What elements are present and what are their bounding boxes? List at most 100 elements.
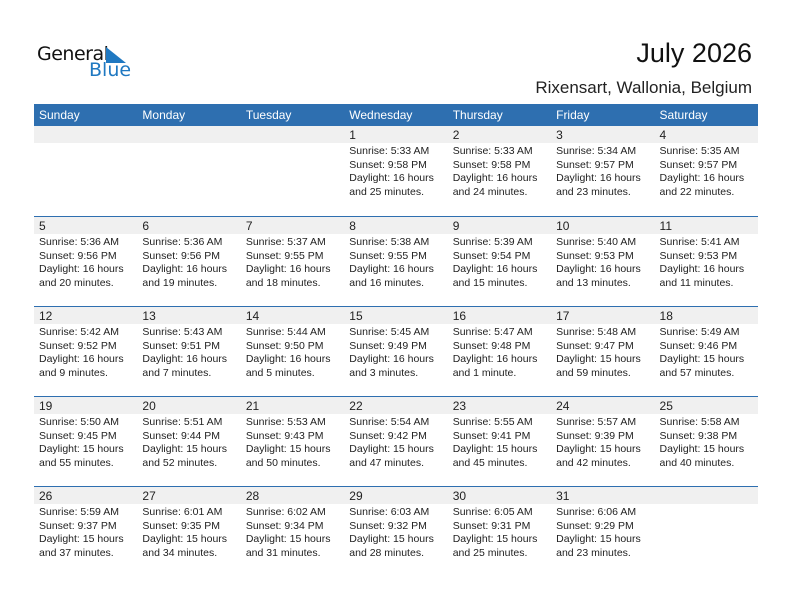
day-info: Sunrise: 5:38 AM Sunset: 9:55 PM Daylight:… (344, 234, 447, 290)
day-cell: 30 Sunrise: 6:05 AM Sunset: 9:31 PM Dayligh… (447, 487, 552, 576)
day-info: Sunrise: 5:45 AM Sunset: 9:49 PM Daylight:… (344, 324, 447, 380)
sunset-text: Sunset: 9:52 PM (39, 339, 117, 352)
daylight-text: Daylight: 16 hours (659, 172, 745, 184)
daylight-minutes-text: and 42 minutes. (556, 456, 631, 469)
day-number: 17 (551, 307, 655, 324)
sunrise-text: Sunrise: 5:33 AM (452, 145, 533, 157)
day-number: 9 (447, 217, 552, 234)
day-number: 23 (447, 397, 552, 414)
sunrise-text: Sunrise: 5:45 AM (349, 326, 430, 338)
daylight-minutes-text: and 37 minutes. (39, 546, 114, 559)
day-cell: 11 Sunrise: 5:41 AM Sunset: 9:53 PM Dayligh… (654, 217, 758, 306)
daylight-text: Daylight: 15 hours (452, 443, 538, 455)
day-number: 8 (344, 217, 448, 234)
weekday-saturday: Saturday (659, 108, 708, 122)
sunset-text: Sunset: 9:55 PM (245, 249, 324, 262)
sunrise-text: Sunrise: 5:59 AM (39, 506, 119, 518)
daylight-text: Daylight: 15 hours (556, 443, 641, 455)
day-cell: 16 Sunrise: 5:47 AM Sunset: 9:48 PM Dayligh… (447, 307, 552, 396)
day-cell: 7 Sunrise: 5:37 AM Sunset: 9:55 PM Daylight… (240, 217, 345, 306)
sunrise-text: Sunrise: 5:55 AM (452, 416, 533, 428)
sunrise-text: Sunrise: 5:58 AM (659, 416, 740, 428)
day-number: 22 (344, 397, 448, 414)
day-number: 4 (654, 126, 758, 143)
sunrise-text: Sunrise: 5:47 AM (452, 326, 533, 338)
sunrise-text: Sunrise: 5:33 AM (349, 145, 430, 157)
day-cell: 4 Sunrise: 5:35 AM Sunset: 9:57 PM Daylight… (654, 126, 758, 216)
daylight-text: Daylight: 15 hours (556, 533, 641, 545)
day-cell: 6 Sunrise: 5:36 AM Sunset: 9:56 PM Daylight… (137, 217, 241, 306)
sunset-text: Sunset: 9:56 PM (142, 249, 221, 262)
day-number: 24 (551, 397, 655, 414)
day-cell: 10 Sunrise: 5:40 AM Sunset: 9:53 PM Dayligh… (551, 217, 655, 306)
sunrise-text: Sunrise: 5:53 AM (245, 416, 326, 428)
day-info: Sunrise: 5:47 AM Sunset: 9:48 PM Daylight:… (448, 324, 551, 380)
sunrise-text: Sunrise: 5:40 AM (556, 236, 637, 248)
sunset-text: Sunset: 9:48 PM (452, 339, 531, 352)
daylight-text: Daylight: 16 hours (245, 353, 331, 365)
day-number: 1 (344, 126, 448, 143)
daylight-text: Daylight: 16 hours (659, 263, 745, 275)
daylight-minutes-text: and 15 minutes. (452, 276, 528, 289)
daylight-minutes-text: and 13 minutes. (556, 276, 631, 289)
daylight-minutes-text: and 16 minutes. (349, 276, 424, 289)
daylight-text: Daylight: 15 hours (39, 533, 124, 545)
weekday-tuesday: Tuesday (245, 108, 292, 122)
day-number: 31 (551, 487, 655, 504)
daylight-text: Daylight: 15 hours (452, 533, 538, 545)
day-cell: 31 Sunrise: 6:06 AM Sunset: 9:29 PM Dayligh… (551, 487, 655, 576)
day-cell: 18 Sunrise: 5:49 AM Sunset: 9:46 PM Dayligh… (654, 307, 758, 396)
sunrise-text: Sunrise: 6:03 AM (349, 506, 430, 518)
day-number (240, 126, 345, 143)
daylight-minutes-text: and 3 minutes. (349, 366, 419, 379)
logo-triangle-icon (106, 47, 126, 63)
day-info: Sunrise: 6:03 AM Sunset: 9:32 PM Daylight:… (344, 504, 447, 560)
day-cell: 8 Sunrise: 5:38 AM Sunset: 9:55 PM Daylight… (344, 217, 448, 306)
weekday-header: Sunday Monday Tuesday Wednesday Thursday Frid… (34, 104, 758, 126)
day-number: 3 (551, 126, 655, 143)
day-cell: 15 Sunrise: 5:45 AM Sunset: 9:49 PM Dayligh… (344, 307, 448, 396)
day-number: 15 (344, 307, 448, 324)
day-cell: 17 Sunrise: 5:48 AM Sunset: 9:47 PM Dayligh… (551, 307, 655, 396)
daylight-minutes-text: and 1 minute. (452, 366, 517, 379)
sunset-text: Sunset: 9:55 PM (349, 249, 427, 262)
daylight-text: Daylight: 16 hours (142, 353, 228, 365)
sunset-text: Sunset: 9:54 PM (452, 249, 531, 262)
sunset-text: Sunset: 9:57 PM (556, 158, 634, 171)
day-info: Sunrise: 5:44 AM Sunset: 9:50 PM Daylight:… (241, 324, 344, 380)
day-number (137, 126, 241, 143)
day-cell (34, 126, 138, 216)
daylight-minutes-text: and 59 minutes. (556, 366, 631, 379)
daylight-text: Daylight: 15 hours (349, 443, 434, 455)
sunset-text: Sunset: 9:46 PM (659, 339, 738, 352)
day-info: Sunrise: 5:59 AM Sunset: 9:37 PM Daylight:… (34, 504, 137, 560)
logo-text-blue: Blue (89, 59, 132, 81)
daylight-minutes-text: and 28 minutes. (349, 546, 424, 559)
sunrise-text: Sunrise: 5:41 AM (659, 236, 740, 248)
day-cell: 23 Sunrise: 5:55 AM Sunset: 9:41 PM Dayligh… (447, 397, 552, 486)
sunset-text: Sunset: 9:32 PM (349, 519, 427, 532)
day-number: 12 (34, 307, 138, 324)
daylight-text: Daylight: 16 hours (452, 172, 538, 184)
day-info: Sunrise: 5:48 AM Sunset: 9:47 PM Daylight:… (551, 324, 654, 380)
day-cell: 14 Sunrise: 5:44 AM Sunset: 9:50 PM Dayligh… (240, 307, 345, 396)
daylight-minutes-text: and 45 minutes. (452, 456, 528, 469)
daylight-text: Daylight: 16 hours (39, 263, 124, 275)
sunrise-text: Sunrise: 5:44 AM (245, 326, 326, 338)
daylight-minutes-text: and 25 minutes. (452, 546, 528, 559)
day-number: 21 (240, 397, 345, 414)
day-number (34, 126, 138, 143)
day-number: 26 (34, 487, 138, 504)
daylight-text: Daylight: 15 hours (142, 533, 228, 545)
sunrise-text: Sunrise: 6:06 AM (556, 506, 637, 518)
daylight-text: Daylight: 16 hours (556, 263, 641, 275)
day-info: Sunrise: 6:01 AM Sunset: 9:35 PM Daylight:… (137, 504, 240, 560)
sunrise-text: Sunrise: 5:36 AM (142, 236, 223, 248)
day-info: Sunrise: 5:54 AM Sunset: 9:42 PM Daylight:… (344, 414, 447, 470)
calendar: Sunday Monday Tuesday Wednesday Thursday Frid… (34, 104, 758, 576)
day-info: Sunrise: 5:51 AM Sunset: 9:44 PM Daylight:… (137, 414, 240, 470)
daylight-text: Daylight: 16 hours (142, 263, 228, 275)
day-number: 10 (551, 217, 655, 234)
daylight-text: Daylight: 16 hours (556, 172, 641, 184)
daylight-minutes-text: and 22 minutes. (659, 185, 735, 198)
